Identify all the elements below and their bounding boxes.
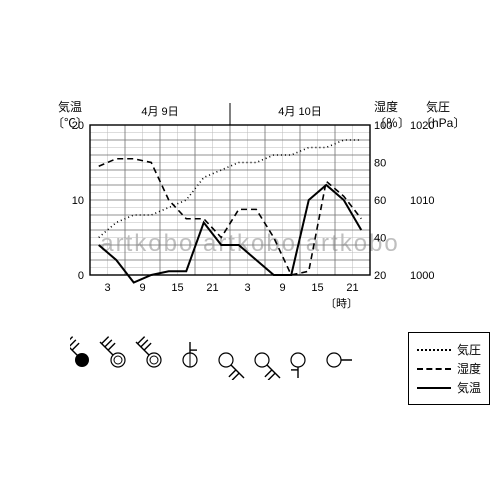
svg-text:3: 3 xyxy=(104,282,110,294)
legend-row-humidity: 湿度 xyxy=(417,360,481,377)
svg-text:3: 3 xyxy=(244,282,250,294)
svg-text:9: 9 xyxy=(139,282,145,294)
svg-text:1000: 1000 xyxy=(410,270,434,282)
legend-swatch-temperature xyxy=(417,387,451,389)
legend-row-pressure: 気圧 xyxy=(417,341,481,358)
svg-text:〔％〕: 〔％〕 xyxy=(374,116,410,130)
page-root: artkobo artkobo artkobo 01020気温〔℃〕204060… xyxy=(0,0,500,500)
svg-text:気圧: 気圧 xyxy=(426,99,450,114)
chart-svg: 01020気温〔℃〕20406080100湿度〔％〕100010101020気圧… xyxy=(35,95,475,325)
svg-text:4月 10日: 4月 10日 xyxy=(278,106,321,118)
svg-text:15: 15 xyxy=(171,282,183,294)
svg-text:40: 40 xyxy=(374,233,386,245)
svg-text:湿度: 湿度 xyxy=(374,99,398,114)
legend-swatch-humidity xyxy=(417,368,451,370)
svg-text:10: 10 xyxy=(72,195,84,207)
svg-text:80: 80 xyxy=(374,158,386,170)
symbol-svg xyxy=(70,320,360,380)
weather-symbol-strip xyxy=(70,320,360,380)
legend-row-temperature: 気温 xyxy=(417,379,481,396)
svg-text:〔時〕: 〔時〕 xyxy=(325,297,358,310)
svg-text:〔hPa〕: 〔hPa〕 xyxy=(420,116,465,130)
svg-text:9: 9 xyxy=(279,282,285,294)
svg-text:15: 15 xyxy=(311,282,323,294)
legend-label-pressure: 気圧 xyxy=(457,341,481,358)
svg-text:〔℃〕: 〔℃〕 xyxy=(52,116,88,130)
legend: 気圧 湿度 気温 xyxy=(408,332,490,405)
svg-text:20: 20 xyxy=(374,270,386,282)
legend-swatch-pressure xyxy=(417,349,451,351)
legend-label-temperature: 気温 xyxy=(457,379,481,396)
svg-text:21: 21 xyxy=(206,282,218,294)
svg-text:気温: 気温 xyxy=(58,99,82,114)
svg-text:4月 9日: 4月 9日 xyxy=(141,106,178,118)
svg-text:1010: 1010 xyxy=(410,195,434,207)
svg-text:21: 21 xyxy=(346,282,358,294)
weather-chart: 01020気温〔℃〕20406080100湿度〔％〕100010101020気圧… xyxy=(35,95,475,355)
svg-text:0: 0 xyxy=(78,270,84,282)
legend-label-humidity: 湿度 xyxy=(457,360,481,377)
svg-text:60: 60 xyxy=(374,195,386,207)
